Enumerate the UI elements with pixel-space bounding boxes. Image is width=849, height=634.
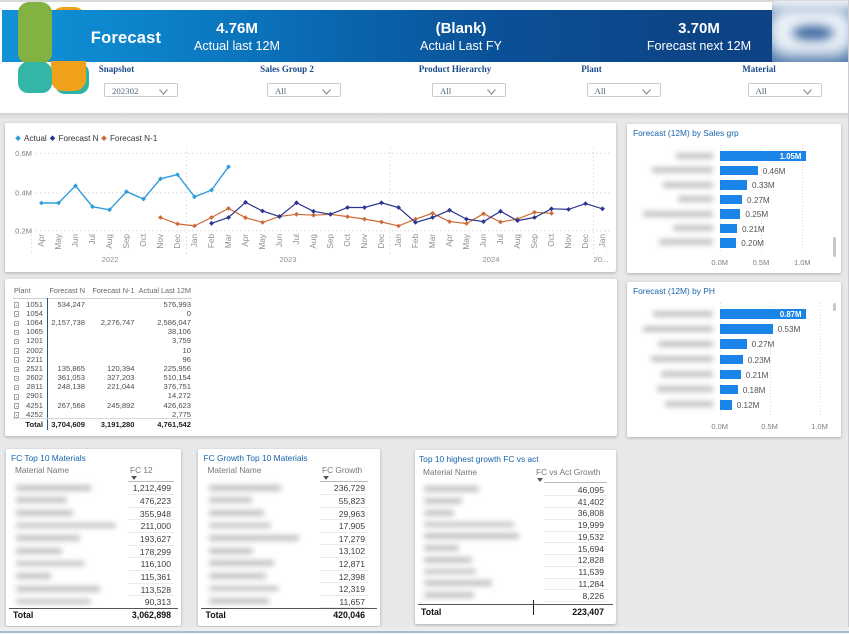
svg-text:Oct: Oct (343, 233, 352, 246)
svg-text:Apr: Apr (37, 234, 46, 247)
svg-text:20...: 20... (594, 255, 609, 264)
svg-text:2022: 2022 (102, 255, 119, 264)
svg-text:Mar: Mar (428, 234, 437, 248)
svg-text:Aug: Aug (105, 234, 114, 249)
svg-text:Jun: Jun (275, 234, 284, 248)
svg-text:Nov: Nov (156, 233, 165, 248)
svg-text:Oct: Oct (547, 233, 556, 246)
svg-text:May: May (54, 233, 63, 249)
svg-text:Forecast N-1: Forecast N-1 (110, 134, 158, 143)
svg-text:0.2M: 0.2M (15, 226, 32, 235)
svg-text:Dec: Dec (173, 234, 182, 249)
svg-text:Jun: Jun (71, 234, 80, 248)
svg-text:Oct: Oct (139, 233, 148, 246)
svg-text:Feb: Feb (411, 234, 420, 249)
svg-text:Dec: Dec (581, 234, 590, 249)
svg-text:Jan: Jan (598, 234, 607, 248)
svg-text:May: May (258, 233, 267, 249)
svg-text:Jan: Jan (394, 234, 403, 248)
svg-text:Jun: Jun (479, 234, 488, 248)
svg-text:Jul: Jul (88, 234, 97, 245)
svg-text:Nov: Nov (360, 233, 369, 248)
svg-text:Aug: Aug (513, 234, 522, 249)
svg-text:Aug: Aug (309, 234, 318, 249)
svg-text:Forecast N: Forecast N (59, 134, 99, 143)
svg-text:Sep: Sep (122, 234, 131, 249)
svg-text:Dec: Dec (377, 234, 386, 249)
svg-text:0.6M: 0.6M (15, 149, 32, 158)
svg-text:Actual: Actual (24, 134, 47, 143)
svg-text:Jul: Jul (496, 234, 505, 245)
svg-text:Mar: Mar (224, 234, 233, 248)
svg-text:Apr: Apr (241, 234, 250, 247)
svg-text:Feb: Feb (207, 234, 216, 249)
svg-text:Nov: Nov (564, 233, 573, 248)
svg-text:0.4M: 0.4M (15, 189, 32, 198)
svg-text:Jan: Jan (190, 234, 199, 248)
svg-text:May: May (462, 233, 471, 249)
svg-text:Sep: Sep (530, 234, 539, 249)
svg-text:2023: 2023 (280, 255, 297, 264)
svg-text:Apr: Apr (445, 234, 454, 247)
svg-text:Jul: Jul (292, 234, 301, 245)
svg-text:Sep: Sep (326, 234, 335, 249)
svg-text:2024: 2024 (483, 255, 500, 264)
